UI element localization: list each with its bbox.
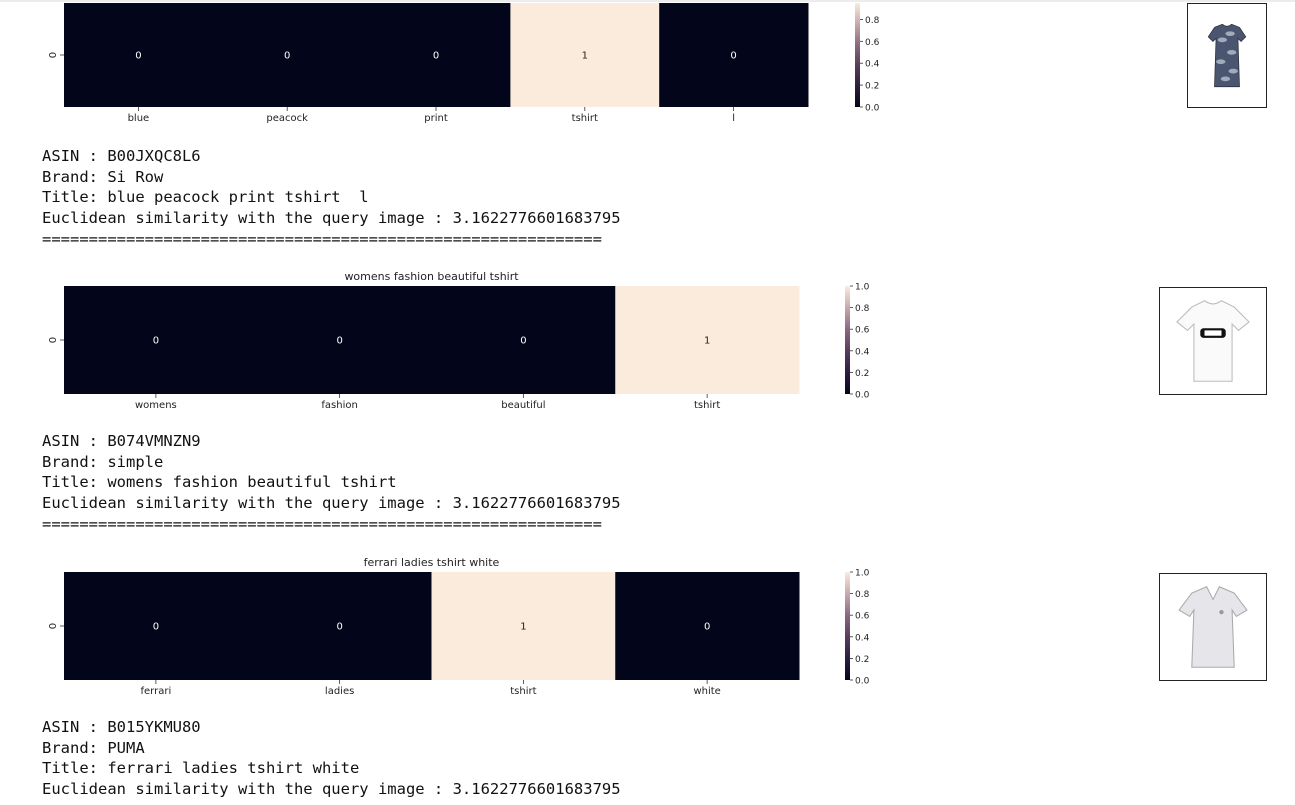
product-similarity-line: Euclidean similarity with the query imag… xyxy=(42,780,621,799)
product-brand-line: Brand: PUMA xyxy=(42,738,145,757)
product-title-line: Title: womens fashion beautiful tshirt xyxy=(42,473,397,492)
heatmap-2: womens fashion beautiful tshirt 0 womens 0 f… xyxy=(48,270,870,411)
colorbar-tick-label: 0.6 xyxy=(855,326,870,336)
x-tick-label: tshirt xyxy=(510,686,536,697)
colorbar xyxy=(845,286,850,394)
colorbar-tick-label: 0.8 xyxy=(855,590,870,600)
heatmap-cell xyxy=(64,286,249,394)
x-tick-label: blue xyxy=(128,113,150,124)
colorbar xyxy=(855,3,860,107)
x-tick-label: peacock xyxy=(266,113,308,124)
y-tick-label: 0 xyxy=(48,337,59,343)
colorbar-tick-label: 0.4 xyxy=(865,60,880,70)
cell-value-label: 0 xyxy=(336,622,342,633)
heatmap-cell xyxy=(64,572,249,680)
colorbar-tick-label: 1.0 xyxy=(855,569,870,579)
product-similarity-line: Euclidean similarity with the query imag… xyxy=(42,494,621,513)
product-asin-line: ASIN : B015YKMU80 xyxy=(42,718,201,736)
x-tick-label: fashion xyxy=(321,400,357,411)
product-similarity-line: Euclidean similarity with the query imag… xyxy=(42,209,621,228)
product-info: ASIN : B00JXQC8L6 Brand: Si Row Title: blu… xyxy=(42,146,621,250)
product-image xyxy=(1159,573,1267,681)
colorbar-tick-label: 0.8 xyxy=(855,304,870,314)
product-separator-line: ========================================… xyxy=(42,229,602,248)
patterned-tshirt-icon xyxy=(1207,23,1247,88)
colorbar-tick-label: 0.0 xyxy=(855,391,870,401)
product-image xyxy=(1159,287,1267,395)
colorbar-tick-label: 1.0 xyxy=(855,283,870,293)
product-info: ASIN : B015YKMU80 Brand: PUMA Title: ferra… xyxy=(42,717,621,800)
heatmap-cell xyxy=(615,572,800,680)
colorbar-tick-label: 0.4 xyxy=(855,347,870,357)
cell-value-label: 1 xyxy=(704,336,710,347)
heatmap-cell xyxy=(64,3,214,107)
product-brand-line: Brand: Si Row xyxy=(42,167,164,186)
heatmap-cell xyxy=(247,572,432,680)
x-tick-label: beautiful xyxy=(501,400,545,411)
top-divider xyxy=(0,0,1295,2)
heatmap-cell xyxy=(615,286,800,394)
product-separator-line: ========================================… xyxy=(42,514,602,533)
product-asin-line: ASIN : B00JXQC8L6 xyxy=(42,147,201,165)
colorbar-tick-label: 0.4 xyxy=(855,633,870,643)
product-title-line: Title: ferrari ladies tshirt white xyxy=(42,759,360,778)
colorbar-tick-label: 0.0 xyxy=(865,104,880,114)
heatmap-cell xyxy=(510,3,660,107)
cell-value-label: 0 xyxy=(284,51,290,62)
cell-value-label: 0 xyxy=(433,51,439,62)
cell-value-label: 0 xyxy=(336,336,342,347)
cell-value-label: 0 xyxy=(153,336,159,347)
x-tick-label: l xyxy=(732,113,735,124)
heatmap-title: womens fashion beautiful tshirt xyxy=(344,270,519,283)
x-tick-label: print xyxy=(424,113,448,124)
cell-value-label: 0 xyxy=(730,51,736,62)
cell-value-label: 1 xyxy=(520,622,526,633)
product-info: ASIN : B074VMNZN9 Brand: simple Title: wom… xyxy=(42,431,621,535)
white-tshirt-icon xyxy=(1176,300,1250,382)
x-tick-label: womens xyxy=(135,400,177,411)
x-tick-label: white xyxy=(693,686,720,697)
product-title-line: Title: blue peacock print tshirt l xyxy=(42,188,369,207)
colorbar-tick-label: 0.0 xyxy=(855,677,870,687)
heatmap-cell xyxy=(431,286,616,394)
cell-value-label: 0 xyxy=(704,622,710,633)
colorbar-tick-label: 0.8 xyxy=(865,16,880,26)
x-tick-label: ladies xyxy=(325,686,354,697)
heatmap-cell xyxy=(431,572,616,680)
colorbar-tick-label: 0.2 xyxy=(855,655,869,665)
heatmap-3: ferrari ladies tshirt white 0 ferrari 0 ladi… xyxy=(48,556,870,697)
product-image xyxy=(1187,3,1267,108)
y-tick-label: 0 xyxy=(48,52,59,58)
colorbar xyxy=(845,572,850,680)
heatmap-1: 0 blue 0 peacock 0 print 1 tshirt 0 l 0 0.0 0.2 0.4 0.… xyxy=(48,3,880,124)
white-vneck-tshirt-icon xyxy=(1178,586,1248,668)
cell-value-label: 0 xyxy=(153,622,159,633)
cell-value-label: 0 xyxy=(520,336,526,347)
heatmap-cell xyxy=(247,286,432,394)
x-tick-label: tshirt xyxy=(572,113,598,124)
x-tick-label: tshirt xyxy=(694,400,720,411)
colorbar-tick-label: 0.2 xyxy=(855,369,869,379)
cell-value-label: 0 xyxy=(135,51,141,62)
cell-value-label: 1 xyxy=(582,51,588,62)
heatmap-cell xyxy=(361,3,511,107)
colorbar-tick-label: 0.2 xyxy=(865,82,879,92)
heatmap-title: ferrari ladies tshirt white xyxy=(364,556,500,569)
product-brand-line: Brand: simple xyxy=(42,452,164,471)
colorbar-tick-label: 0.6 xyxy=(855,612,870,622)
colorbar-tick-label: 0.6 xyxy=(865,38,880,48)
heatmap-cell xyxy=(659,3,809,107)
product-asin-line: ASIN : B074VMNZN9 xyxy=(42,432,201,450)
y-tick-label: 0 xyxy=(48,623,59,629)
heatmap-cell xyxy=(212,3,363,107)
x-tick-label: ferrari xyxy=(141,686,172,697)
